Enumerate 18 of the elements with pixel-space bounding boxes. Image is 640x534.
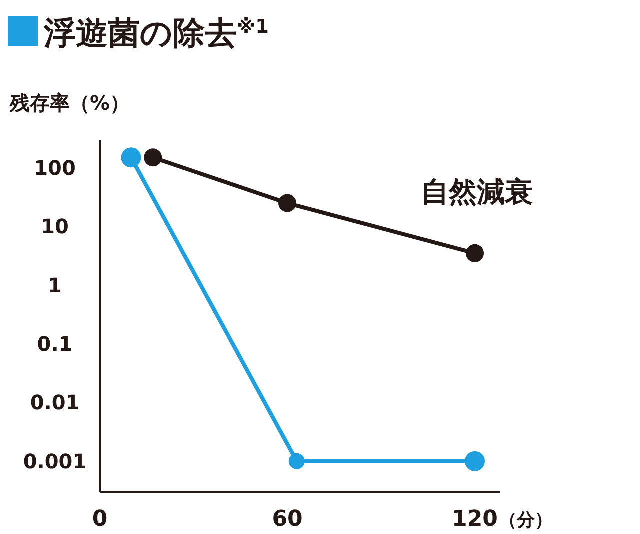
y-tick-label: 1 [48,273,62,298]
point [121,148,142,168]
point [465,451,485,472]
y-tick-label: 100 [34,156,76,180]
x-axis-title: （分） [499,510,553,531]
y-axis-title: 残存率（%） [9,91,130,115]
y-tick-label: 0.01 [30,390,80,415]
x-tick-label: 0 [92,507,108,532]
point [144,148,162,167]
x-tick-label: 60 [272,507,303,532]
y-tick-label: 0.1 [37,332,73,356]
point [278,194,296,212]
y-tick-label: 10 [41,214,69,239]
y-tick-label: 0.001 [23,449,87,474]
point [466,244,484,262]
chart-title: 浮遊菌の除去$^{※1}$ [43,14,270,52]
series-label: 自然減衰 [421,175,533,208]
x-tick-label: 120 [452,507,498,532]
